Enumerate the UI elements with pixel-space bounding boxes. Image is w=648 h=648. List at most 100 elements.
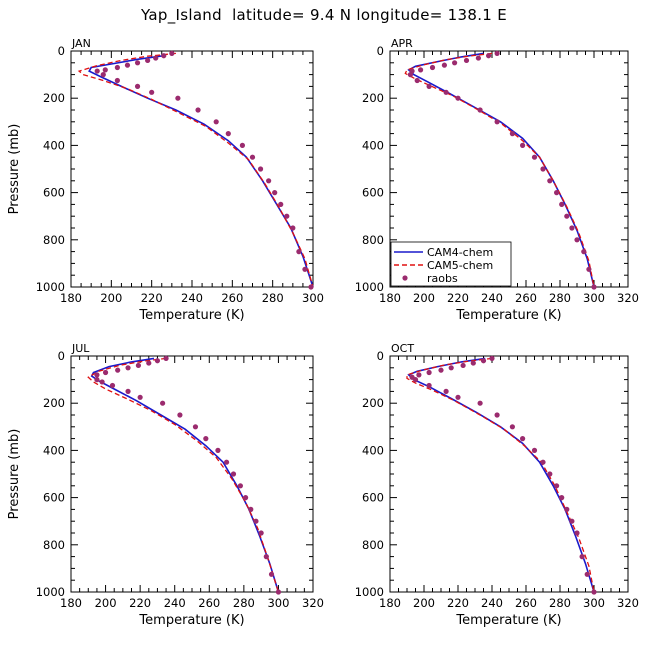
legend-cam5-label: CAM5-chem: [427, 259, 493, 272]
raobs-point: [146, 360, 152, 366]
x-tick-label: 240: [181, 291, 203, 305]
raobs-point: [489, 355, 495, 361]
y-tick-label: 0: [377, 349, 384, 363]
x-tick-label: 320: [302, 596, 324, 610]
plot-frame: [70, 50, 314, 288]
y-axis-label: Pressure (mb): [7, 124, 22, 215]
raobs-point: [125, 388, 131, 394]
y-tick-label: 200: [43, 91, 65, 105]
y-tick-label: 1000: [355, 280, 384, 294]
raobs-point: [581, 249, 587, 255]
raobs-point: [591, 589, 597, 595]
raobs-point: [520, 142, 526, 148]
x-axis-label: Temperature (K): [138, 613, 244, 628]
y-tick-label: 400: [362, 443, 384, 457]
raobs-point: [237, 483, 243, 489]
x-tick-label: 260: [221, 291, 243, 305]
raobs-point: [486, 53, 492, 59]
raobs-point: [268, 571, 275, 577]
y-tick-label: 800: [43, 233, 65, 247]
raobs-point: [586, 266, 592, 272]
raobs-point: [559, 201, 565, 207]
y-tick-label: 1000: [355, 585, 384, 599]
raobs-point: [275, 589, 282, 595]
x-axis-label: Temperature (K): [138, 308, 244, 323]
raobs-point: [290, 225, 296, 231]
raobs-point: [438, 367, 444, 373]
raobs-point: [223, 459, 230, 465]
raobs-point: [94, 377, 100, 383]
x-tick-label: 260: [515, 291, 537, 305]
legend-cam4-label: CAM4-chem: [427, 246, 493, 259]
x-tick-label: 240: [481, 291, 503, 305]
raobs-point: [429, 64, 436, 71]
raobs-point: [175, 95, 181, 101]
raobs-point: [477, 400, 483, 406]
x-tick-label: 280: [262, 291, 284, 305]
y-tick-label: 800: [43, 538, 65, 552]
plot-frame: [389, 355, 629, 593]
raobs-point: [540, 166, 546, 172]
y-tick-label: 200: [362, 91, 384, 105]
raobs-point: [169, 50, 175, 56]
raobs-point: [559, 495, 565, 501]
raobs-point: [242, 495, 249, 501]
cam5-chem-line: [87, 357, 280, 593]
raobs-point: [278, 201, 284, 207]
raobs-point: [149, 89, 155, 95]
raobs-point: [470, 360, 476, 366]
raobs-point: [94, 372, 100, 378]
y-tick-label: 600: [43, 186, 65, 200]
raobs-point: [407, 72, 413, 78]
raobs-point: [509, 424, 515, 430]
raobs-point: [418, 67, 424, 73]
raobs-point: [564, 506, 570, 512]
raobs-point: [248, 506, 254, 512]
raobs-point: [266, 178, 272, 184]
raobs-point: [296, 249, 302, 255]
x-tick-label: 200: [413, 596, 435, 610]
raobs-point: [100, 72, 106, 78]
panel-label: JAN: [71, 37, 91, 50]
raobs-point: [416, 372, 422, 378]
x-tick-label: 240: [164, 596, 186, 610]
raobs-point: [177, 412, 183, 418]
y-tick-label: 400: [43, 443, 65, 457]
raobs-point: [215, 447, 221, 453]
raobs-point: [160, 400, 166, 406]
legend-box: [390, 241, 512, 287]
raobs-point: [249, 154, 256, 160]
raobs-point: [414, 77, 420, 84]
x-axis-label: Temperature (K): [455, 308, 561, 323]
raobs-point: [284, 213, 290, 219]
raobs-point: [443, 89, 449, 95]
cam4-chem-line: [88, 54, 314, 288]
raobs-point: [531, 447, 538, 453]
y-axis-label: Pressure (mb): [7, 429, 22, 520]
cam5-chem-line: [406, 357, 595, 593]
raobs-point: [163, 355, 169, 361]
raobs-point: [124, 62, 131, 68]
raobs-point: [494, 50, 500, 56]
x-tick-label: 180: [379, 291, 401, 305]
raobs-point: [460, 362, 466, 369]
raobs-point: [195, 107, 201, 113]
x-tick-label: 260: [198, 596, 220, 610]
raobs-point: [263, 554, 269, 560]
x-tick-label: 200: [100, 291, 122, 305]
raobs-point: [145, 57, 151, 64]
y-tick-label: 600: [43, 491, 65, 505]
raobs-point: [94, 68, 100, 74]
raobs-point: [115, 367, 121, 373]
raobs-point: [591, 284, 597, 290]
raobs-point: [135, 362, 142, 369]
raobs-point: [125, 365, 131, 371]
x-tick-label: 180: [60, 596, 82, 610]
x-tick-label: 280: [233, 596, 255, 610]
raobs-point: [302, 266, 308, 272]
x-tick-label: 320: [617, 291, 639, 305]
